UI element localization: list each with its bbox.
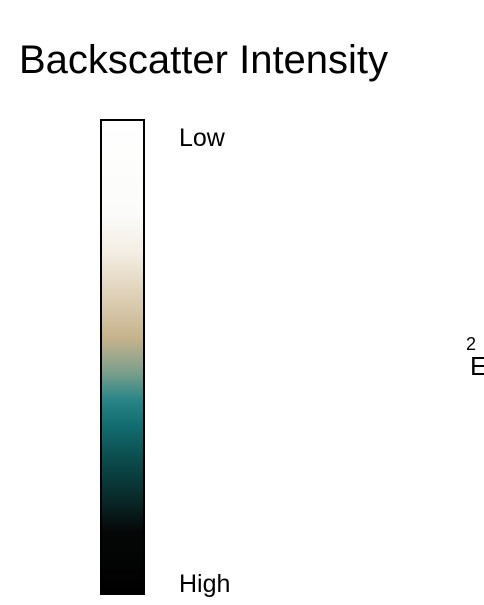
intensity-color-bar — [100, 119, 145, 595]
low-label: Low — [179, 124, 225, 152]
legend-title: Backscatter Intensity — [19, 38, 389, 82]
high-label: High — [179, 570, 231, 598]
cropped-number-fragment: 2 — [466, 334, 477, 354]
cropped-letter-fragment: E — [470, 351, 484, 381]
